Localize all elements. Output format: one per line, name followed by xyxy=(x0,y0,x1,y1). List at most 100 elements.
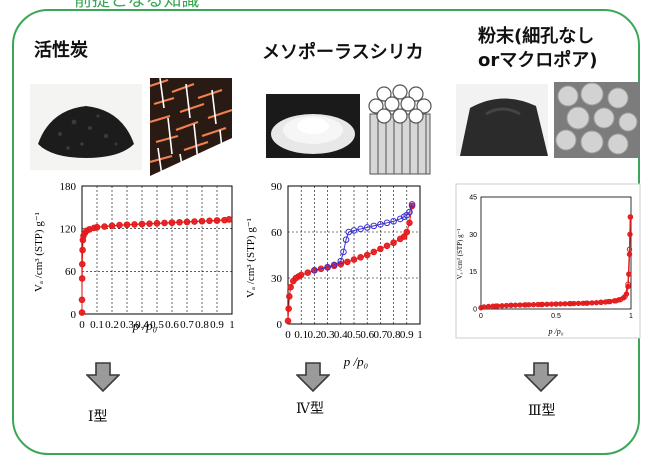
chart2-x-tick-label: 0.4 xyxy=(334,329,348,341)
chart2-desorption-point xyxy=(324,263,331,271)
chart3-x-tick-label: 0 xyxy=(479,313,483,320)
chart2-x-tick-label: 0.9 xyxy=(400,329,414,341)
chart2-adsorption-point xyxy=(377,245,384,253)
chart2-adsorption-point xyxy=(344,258,351,266)
chart1-x-tick-label: 0.4 xyxy=(135,319,149,331)
chart2-desorption-point xyxy=(330,261,338,269)
chart3-desorption-point xyxy=(627,214,634,220)
chart1-desorption-point xyxy=(153,220,161,227)
chart3-desorption-point xyxy=(493,303,499,309)
chart2-x-tick-label: 0.3 xyxy=(321,329,335,341)
chart1-x-tick-label: 0.5 xyxy=(150,319,164,331)
chart1-desorption-point xyxy=(138,220,146,228)
chart1-desorption-point xyxy=(108,222,116,230)
chart2-adsorption-point xyxy=(285,305,292,312)
chart2-x-tick-label: 0.8 xyxy=(387,329,401,341)
powder-photo xyxy=(456,84,548,156)
chart2-desorption-point xyxy=(342,236,350,243)
chart2-desorption-point xyxy=(340,248,347,256)
sem-particles-image xyxy=(554,82,640,158)
chart1-x-tick-label: 0.9 xyxy=(210,319,224,331)
chart1-desorption-point xyxy=(213,217,221,224)
chart1-y-tick-label: 60 xyxy=(65,266,77,278)
chart1-desorption-line xyxy=(89,218,230,230)
chart2-desorption-point xyxy=(377,221,384,228)
type-iv-label: Ⅳ型 xyxy=(296,401,324,417)
chart1-x-axis-label: p /p₀ xyxy=(132,318,157,333)
chart2-desorption-point xyxy=(408,201,416,208)
hexagonal-pore-model xyxy=(364,80,436,176)
chart2-x-tick-label: 0 xyxy=(285,329,291,341)
chart2-y-tick-label: 60 xyxy=(271,227,283,239)
chart2-adsorption-point xyxy=(383,242,391,250)
chart3-y-tick-label: 15 xyxy=(469,269,477,276)
chart2-desorption-point xyxy=(337,257,345,265)
chart2-adsorption-point xyxy=(287,283,294,291)
chart2-adsorption-point xyxy=(370,248,378,256)
chart2-x-tick-label: 1 xyxy=(417,329,423,341)
chart3-plot-frame xyxy=(480,196,632,310)
chart1-desorption-point xyxy=(225,216,233,223)
chart1-desorption-point xyxy=(168,219,176,226)
pore-structure-illustration xyxy=(150,78,232,176)
chart2-desorption-point xyxy=(357,225,364,233)
chart3-y-tick-label: 0 xyxy=(473,306,477,313)
chart2-adsorption-point xyxy=(350,256,358,263)
chart2-x-tick-label: 0.6 xyxy=(360,329,374,341)
chart2-adsorption-point xyxy=(363,251,371,259)
activated-carbon-photo xyxy=(30,84,142,170)
chart2-y-tick-label: 0 xyxy=(277,319,283,331)
chart3-desorption-point xyxy=(625,281,631,287)
chart2-y-axis-label: Vₐ /cm³ (STP) g⁻¹ xyxy=(245,218,257,298)
powder-title-line1: 粉末(細孔なし xyxy=(478,26,595,47)
chart2-desorption-point xyxy=(311,267,318,274)
chart1-x-tick-label: 0.3 xyxy=(120,319,134,331)
chart2-adsorption-point xyxy=(297,271,305,279)
chart3-adsorption-point xyxy=(485,303,492,310)
chart2-adsorption-point xyxy=(357,253,364,261)
chart3-x-tick-label: 1 xyxy=(629,313,633,320)
chart1-desorption-point xyxy=(183,218,191,226)
chart3-desorption-line xyxy=(495,216,631,307)
chart2-x-tick-label: 0.7 xyxy=(374,329,388,341)
chart3-x-axis-label: p /p₀ xyxy=(547,327,563,336)
chart1-adsorption-point xyxy=(79,260,86,268)
chart3-desorption-point xyxy=(508,302,514,308)
chart2-desorption-point xyxy=(396,215,404,223)
chart3-x-tick-label: 0.5 xyxy=(551,313,561,320)
chart2-x-axis-label: p /p₀ xyxy=(343,354,368,369)
chart1-desorption-point xyxy=(198,217,206,225)
chart1-y-axis-label: Vₐ /cm³ (STP) g⁻¹ xyxy=(33,212,45,292)
chart1-x-tick-label: 0.7 xyxy=(180,319,194,331)
chart3-desorption-point xyxy=(613,298,619,304)
chart2-adsorption-point xyxy=(403,228,411,236)
chart2-adsorption-point xyxy=(390,239,397,247)
chart1-y-tick-label: 120 xyxy=(60,224,77,236)
chart1-x-tick-label: 0.2 xyxy=(105,319,119,331)
chart3-desorption-point xyxy=(523,302,529,308)
chart2-y-tick-label: 90 xyxy=(271,181,283,193)
chart1-desorption-point xyxy=(93,223,101,231)
chart3-y-axis-label: Vₐ /cm³ (STP) g⁻¹ xyxy=(456,229,464,280)
chart3-desorption-point xyxy=(538,301,544,308)
chart2-desorption-point xyxy=(383,219,391,227)
down-arrow-icon xyxy=(524,362,558,392)
chart2-x-tick-label: 0.2 xyxy=(308,329,322,341)
chart3-y-tick-label: 45 xyxy=(469,194,477,201)
type-i-label: I型 xyxy=(88,409,108,425)
chart3-adsorption-point xyxy=(481,304,487,310)
chart1-adsorption-point xyxy=(78,309,86,316)
mesoporous-silica-photo xyxy=(266,94,360,158)
chart1-desorption-point xyxy=(123,221,131,229)
chart2-y-tick-label: 30 xyxy=(271,273,283,285)
chart3-desorption-point xyxy=(626,246,633,252)
chart2-desorption-point xyxy=(370,222,378,230)
chart2-x-tick-label: 0.1 xyxy=(294,329,308,341)
chart3-desorption-point xyxy=(583,300,589,306)
chart1-adsorption-point xyxy=(78,296,86,304)
chart3-desorption-point xyxy=(568,300,574,307)
chart1-y-tick-label: 0 xyxy=(71,309,77,321)
chart1-x-tick-label: 1 xyxy=(229,319,235,331)
